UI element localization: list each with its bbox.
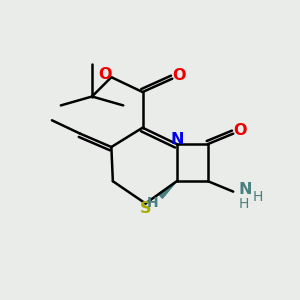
Polygon shape	[158, 181, 177, 198]
Text: H: H	[147, 196, 159, 210]
Text: O: O	[172, 68, 186, 83]
Text: H: H	[253, 190, 263, 204]
Text: O: O	[98, 67, 112, 82]
Text: S: S	[140, 201, 151, 216]
Text: N: N	[238, 182, 252, 197]
Text: H: H	[238, 197, 249, 211]
Text: N: N	[171, 132, 184, 147]
Text: O: O	[233, 123, 247, 138]
